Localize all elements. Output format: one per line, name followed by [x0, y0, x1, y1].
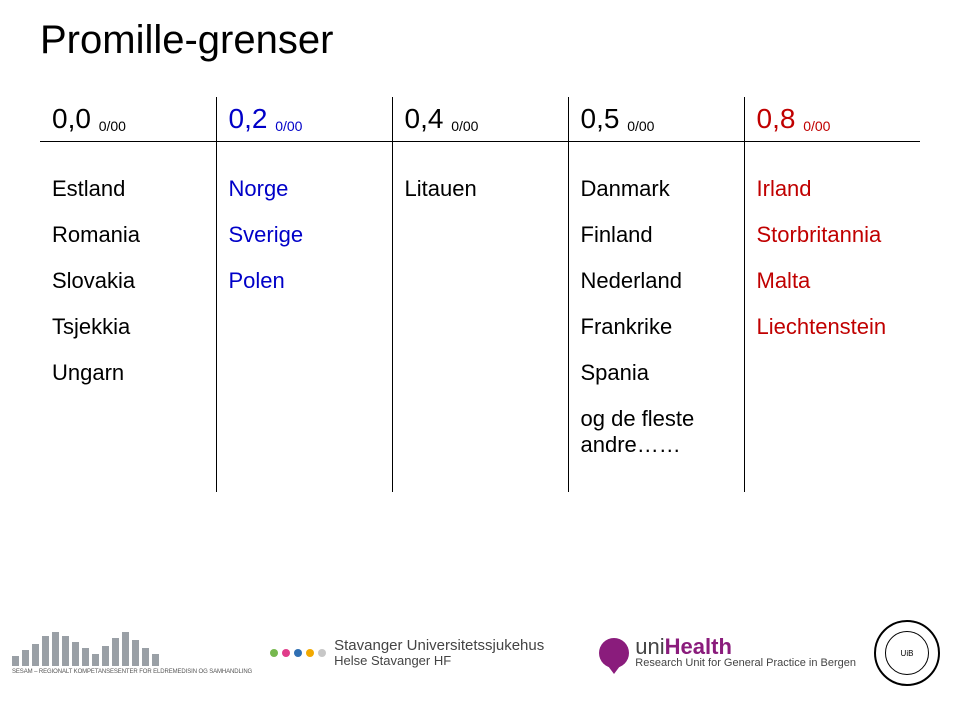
table-cell	[392, 304, 568, 350]
table-cell	[392, 396, 568, 468]
table-cell: Sverige	[216, 212, 392, 258]
table-cell: Danmark	[568, 166, 744, 212]
table-cell: Norge	[216, 166, 392, 212]
table-cell: Romania	[40, 212, 216, 258]
table-row: Tsjekkia FrankrikeLiechtenstein	[40, 304, 920, 350]
limits-table: 0,0 0/00 0,2 0/00 0,4 0/00 0,5 0/00 0,8 …	[40, 97, 920, 492]
uib-seal-icon: UiB	[874, 620, 940, 686]
col-header-0-value: 0,0	[52, 103, 91, 134]
col-header-1-value: 0,2	[229, 103, 268, 134]
uni-subline: Research Unit for General Practice in Be…	[635, 657, 856, 669]
uni-brand-b: Health	[665, 634, 732, 659]
table-cell: Finland	[568, 212, 744, 258]
table-cell: Irland	[744, 166, 920, 212]
table-row: RomaniaSverige FinlandStorbritannia	[40, 212, 920, 258]
table-cell	[744, 350, 920, 396]
col-header-0: 0,0 0/00	[40, 97, 216, 141]
col-header-4: 0,8 0/00	[744, 97, 920, 141]
table-cell	[40, 396, 216, 468]
table-cell	[216, 396, 392, 468]
col-header-2-sub: 0/00	[451, 118, 478, 134]
table-cell	[216, 350, 392, 396]
table-spacer	[40, 468, 920, 492]
sus-line2: Helse Stavanger HF	[334, 654, 544, 668]
col-header-3-value: 0,5	[581, 103, 620, 134]
col-header-2: 0,4 0/00	[392, 97, 568, 141]
table-cell	[392, 258, 568, 304]
sus-line1: Stavanger Universitetssjukehus	[334, 638, 544, 655]
sesam-tagline: SESAM – REGIONALT KOMPETANSESENTER FOR E…	[12, 669, 252, 675]
table-row: Ungarn Spania	[40, 350, 920, 396]
table-row: EstlandNorgeLitauenDanmarkIrland	[40, 166, 920, 212]
table-cell: Estland	[40, 166, 216, 212]
sesam-logo: SESAM – REGIONALT KOMPETANSESENTER FOR E…	[12, 632, 252, 675]
page-title: Promille-grenser	[40, 18, 920, 63]
sus-dots-icon	[270, 649, 326, 657]
table-header-row: 0,0 0/00 0,2 0/00 0,4 0/00 0,5 0/00 0,8 …	[40, 97, 920, 141]
col-header-2-value: 0,4	[405, 103, 444, 134]
col-header-3-sub: 0/00	[627, 118, 654, 134]
table-cell: Slovakia	[40, 258, 216, 304]
uni-health-logo: uniHealth Research Unit for General Prac…	[599, 637, 856, 669]
table-row: SlovakiaPolen NederlandMalta	[40, 258, 920, 304]
table-cell	[216, 304, 392, 350]
table-cell	[744, 396, 920, 468]
table-cell: Liechtenstein	[744, 304, 920, 350]
col-header-4-sub: 0/00	[803, 118, 830, 134]
table-cell: Nederland	[568, 258, 744, 304]
table-spacer	[40, 142, 920, 166]
col-header-4-value: 0,8	[757, 103, 796, 134]
table-cell: Spania	[568, 350, 744, 396]
speech-bubble-icon	[599, 638, 629, 668]
table-cell: Polen	[216, 258, 392, 304]
table-row: og de fleste andre……	[40, 396, 920, 468]
table-cell: Malta	[744, 258, 920, 304]
table-cell: og de fleste andre……	[568, 396, 744, 468]
table-cell: Tsjekkia	[40, 304, 216, 350]
table-cell	[392, 212, 568, 258]
table-cell	[392, 350, 568, 396]
col-header-0-sub: 0/00	[99, 118, 126, 134]
footer: SESAM – REGIONALT KOMPETANSESENTER FOR E…	[0, 610, 960, 696]
table-cell: Frankrike	[568, 304, 744, 350]
col-header-3: 0,5 0/00	[568, 97, 744, 141]
sus-logo: Stavanger Universitetssjukehus Helse Sta…	[270, 638, 544, 669]
col-header-1-sub: 0/00	[275, 118, 302, 134]
table-cell: Storbritannia	[744, 212, 920, 258]
uib-seal-label: UiB	[885, 631, 929, 675]
uni-brand-a: uni	[635, 634, 664, 659]
table-cell: Litauen	[392, 166, 568, 212]
table-cell: Ungarn	[40, 350, 216, 396]
col-header-1: 0,2 0/00	[216, 97, 392, 141]
